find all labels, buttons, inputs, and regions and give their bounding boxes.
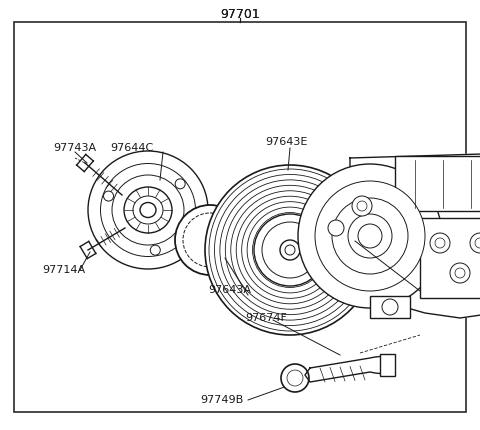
Bar	[420, 218, 480, 298]
Text: 97643A: 97643A	[208, 285, 251, 295]
Ellipse shape	[175, 205, 245, 275]
Circle shape	[470, 233, 480, 253]
Circle shape	[281, 364, 309, 392]
Circle shape	[254, 214, 326, 286]
Ellipse shape	[88, 151, 208, 269]
Text: 97674F: 97674F	[245, 313, 287, 323]
Ellipse shape	[124, 187, 172, 233]
Circle shape	[104, 191, 114, 201]
Circle shape	[475, 238, 480, 248]
Bar	[395, 156, 480, 211]
Ellipse shape	[112, 175, 184, 245]
Circle shape	[348, 214, 392, 258]
Text: 97643E: 97643E	[265, 137, 307, 147]
Circle shape	[287, 370, 303, 386]
Circle shape	[382, 299, 398, 315]
Ellipse shape	[140, 203, 156, 218]
Circle shape	[332, 198, 408, 274]
Text: 97749B: 97749B	[200, 395, 243, 405]
Text: 97701: 97701	[220, 7, 260, 21]
Polygon shape	[342, 153, 480, 318]
Circle shape	[285, 245, 295, 255]
Circle shape	[280, 240, 300, 260]
Circle shape	[357, 201, 367, 211]
Circle shape	[315, 181, 425, 291]
Text: 97743A: 97743A	[53, 143, 96, 153]
Text: 97714A: 97714A	[42, 265, 85, 275]
Bar	[322, 213, 350, 243]
Circle shape	[262, 222, 318, 278]
Circle shape	[352, 196, 372, 216]
Circle shape	[175, 179, 185, 189]
Circle shape	[298, 164, 442, 308]
Circle shape	[430, 233, 450, 253]
Ellipse shape	[100, 163, 195, 257]
Circle shape	[450, 263, 470, 283]
Circle shape	[455, 268, 465, 278]
Text: 97701: 97701	[220, 7, 260, 21]
Bar	[380, 354, 395, 376]
Circle shape	[150, 245, 160, 255]
Polygon shape	[305, 356, 390, 382]
Circle shape	[435, 238, 445, 248]
Text: 97644C: 97644C	[110, 143, 153, 153]
Circle shape	[328, 220, 344, 236]
Ellipse shape	[133, 196, 163, 224]
Ellipse shape	[183, 213, 237, 267]
Bar	[370, 296, 410, 318]
Circle shape	[205, 165, 375, 335]
Circle shape	[358, 224, 382, 248]
